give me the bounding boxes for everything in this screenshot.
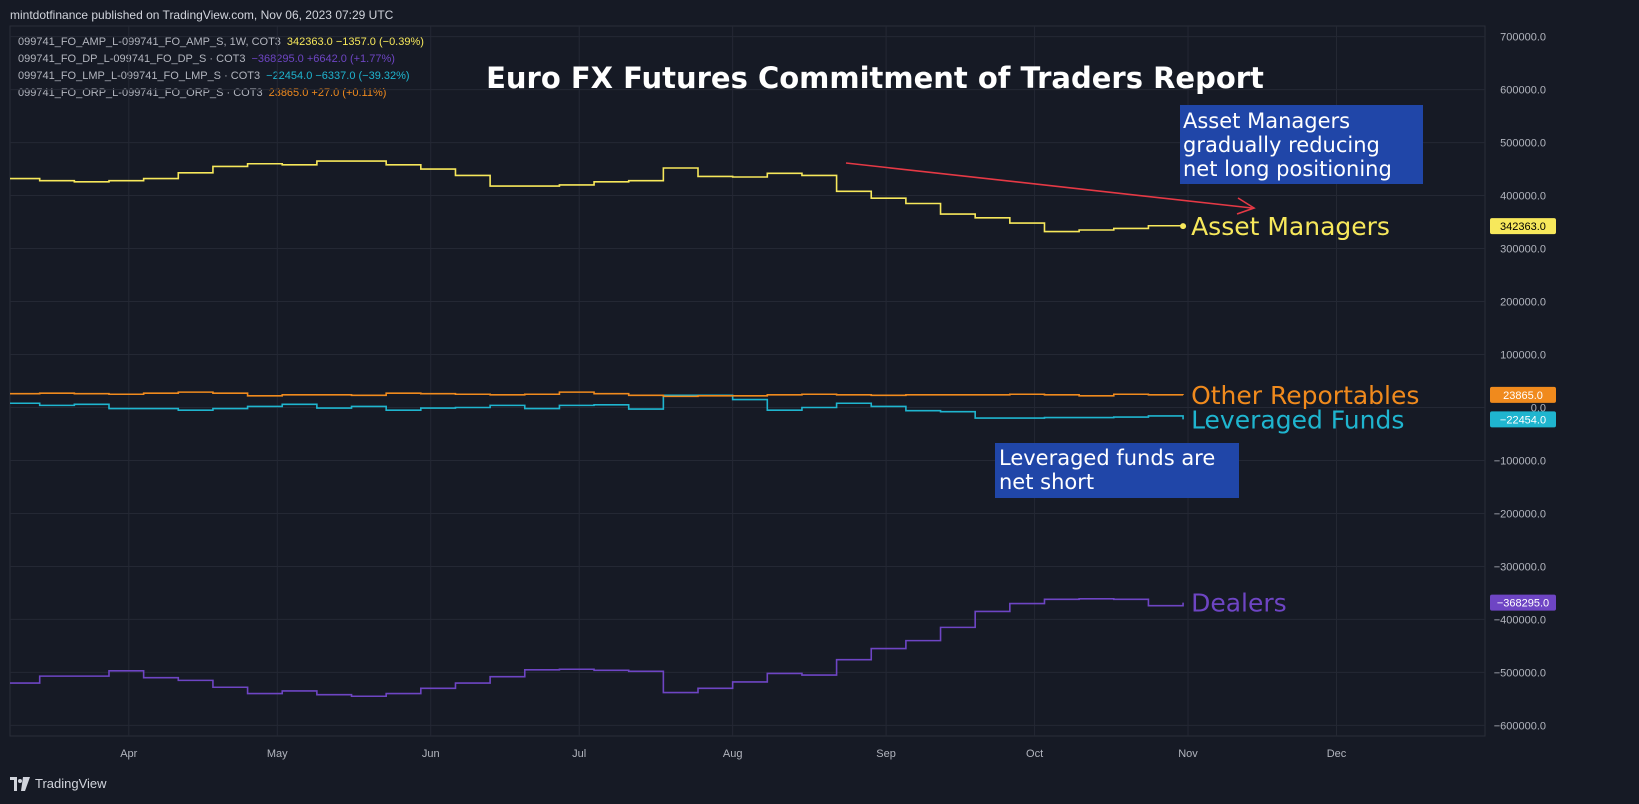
series-label-asset-managers: Asset Managers [1191,212,1390,241]
y-tick-label: 500000.0 [1500,138,1546,150]
y-tick-label: −100000.0 [1494,455,1546,467]
annotation-box-asset-managers[interactable] [1180,105,1423,184]
series-line-asset-managers[interactable] [10,160,1184,233]
x-tick-label: Jul [572,748,586,760]
legend-values: −22454.0 −6337.0 (−39.32%) [266,70,410,82]
value-tag-label: 342363.0 [1500,221,1546,233]
legend-row-dealers[interactable]: 099741_FO_DP_L-099741_FO_DP_S · COT3 −368… [18,51,424,68]
y-tick-label: −200000.0 [1494,508,1546,520]
value-tag-leveraged-funds [1490,411,1556,428]
trend-arrow-line [845,162,1253,209]
legend-symbol: 099741_FO_LMP_L-099741_FO_LMP_S · COT3 [18,70,261,82]
y-tick-label: 700000.0 [1500,32,1546,44]
chart-title: Euro FX Futures Commitment of Traders Re… [486,61,1264,95]
legend-values: −368295.0 +6642.0 (+1.77%) [251,53,395,65]
y-tick-label: −400000.0 [1494,614,1546,626]
series-line-leveraged-funds[interactable] [10,394,1184,420]
tradingview-logo-icon [10,776,30,791]
legend-row-asset-managers[interactable]: 099741_FO_AMP_L-099741_FO_AMP_S, 1W, COT… [18,34,424,51]
legend-row-leveraged-funds[interactable]: 099741_FO_LMP_L-099741_FO_LMP_S · COT3 −2… [18,68,424,85]
legend-symbol: 099741_FO_DP_L-099741_FO_DP_S · COT3 [18,53,246,65]
annotation-text: Leveraged funds are [999,446,1215,470]
trend-arrow-head [1236,197,1256,215]
x-tick-label: Jun [422,748,440,760]
series-label-leveraged-funds: Leveraged Funds [1191,405,1404,434]
y-tick-label: 200000.0 [1500,297,1546,309]
y-tick-label: −600000.0 [1494,720,1546,732]
annotation-text: net long positioning [1183,157,1392,181]
plot-frame [9,25,1486,737]
series-label-dealers: Dealers [1191,589,1287,618]
series-line-dealers[interactable] [10,597,1184,698]
y-tick-label: 600000.0 [1500,85,1546,97]
x-tick-label: Sep [876,748,896,760]
x-tick-label: Oct [1026,748,1043,760]
annotation-text: gradually reducing [1183,133,1380,157]
annotation-box-leveraged-funds[interactable] [995,443,1239,498]
publisher-line: mintdotfinance published on TradingView.… [10,8,394,22]
value-tag-label: 23865.0 [1503,390,1543,402]
x-tick-label: Dec [1327,748,1347,760]
value-tag-other-reportables [1490,386,1556,403]
x-tick-label: May [267,748,288,760]
value-tag-asset-managers [1490,218,1556,235]
y-tick-label: −500000.0 [1494,667,1546,679]
tradingview-footer[interactable]: TradingView [10,776,107,791]
value-tag-label: −22454.0 [1500,414,1546,426]
legend-values: 342363.0 −1357.0 (−0.39%) [286,36,424,48]
value-tag-dealers [1490,594,1556,611]
y-tick-label: 400000.0 [1500,191,1546,203]
value-tag-label: −368295.0 [1497,598,1549,610]
x-tick-label: Apr [120,748,137,760]
legend-symbol: 099741_FO_AMP_L-099741_FO_AMP_S, 1W, COT… [18,36,281,48]
y-tick-label: −300000.0 [1494,561,1546,573]
tradingview-brand: TradingView [35,776,107,791]
y-tick-label: 300000.0 [1500,244,1546,256]
annotation-text: Asset Managers [1183,109,1350,133]
series-line-other-reportables[interactable] [10,391,1184,398]
series-label-other-reportables: Other Reportables [1191,381,1419,410]
annotation-text: net short [999,470,1094,494]
x-tick-label: Nov [1178,748,1198,760]
y-tick-label: 100000.0 [1500,350,1546,362]
x-tick-label: Aug [723,748,743,760]
series-endpoint-asset-managers [1180,223,1187,230]
